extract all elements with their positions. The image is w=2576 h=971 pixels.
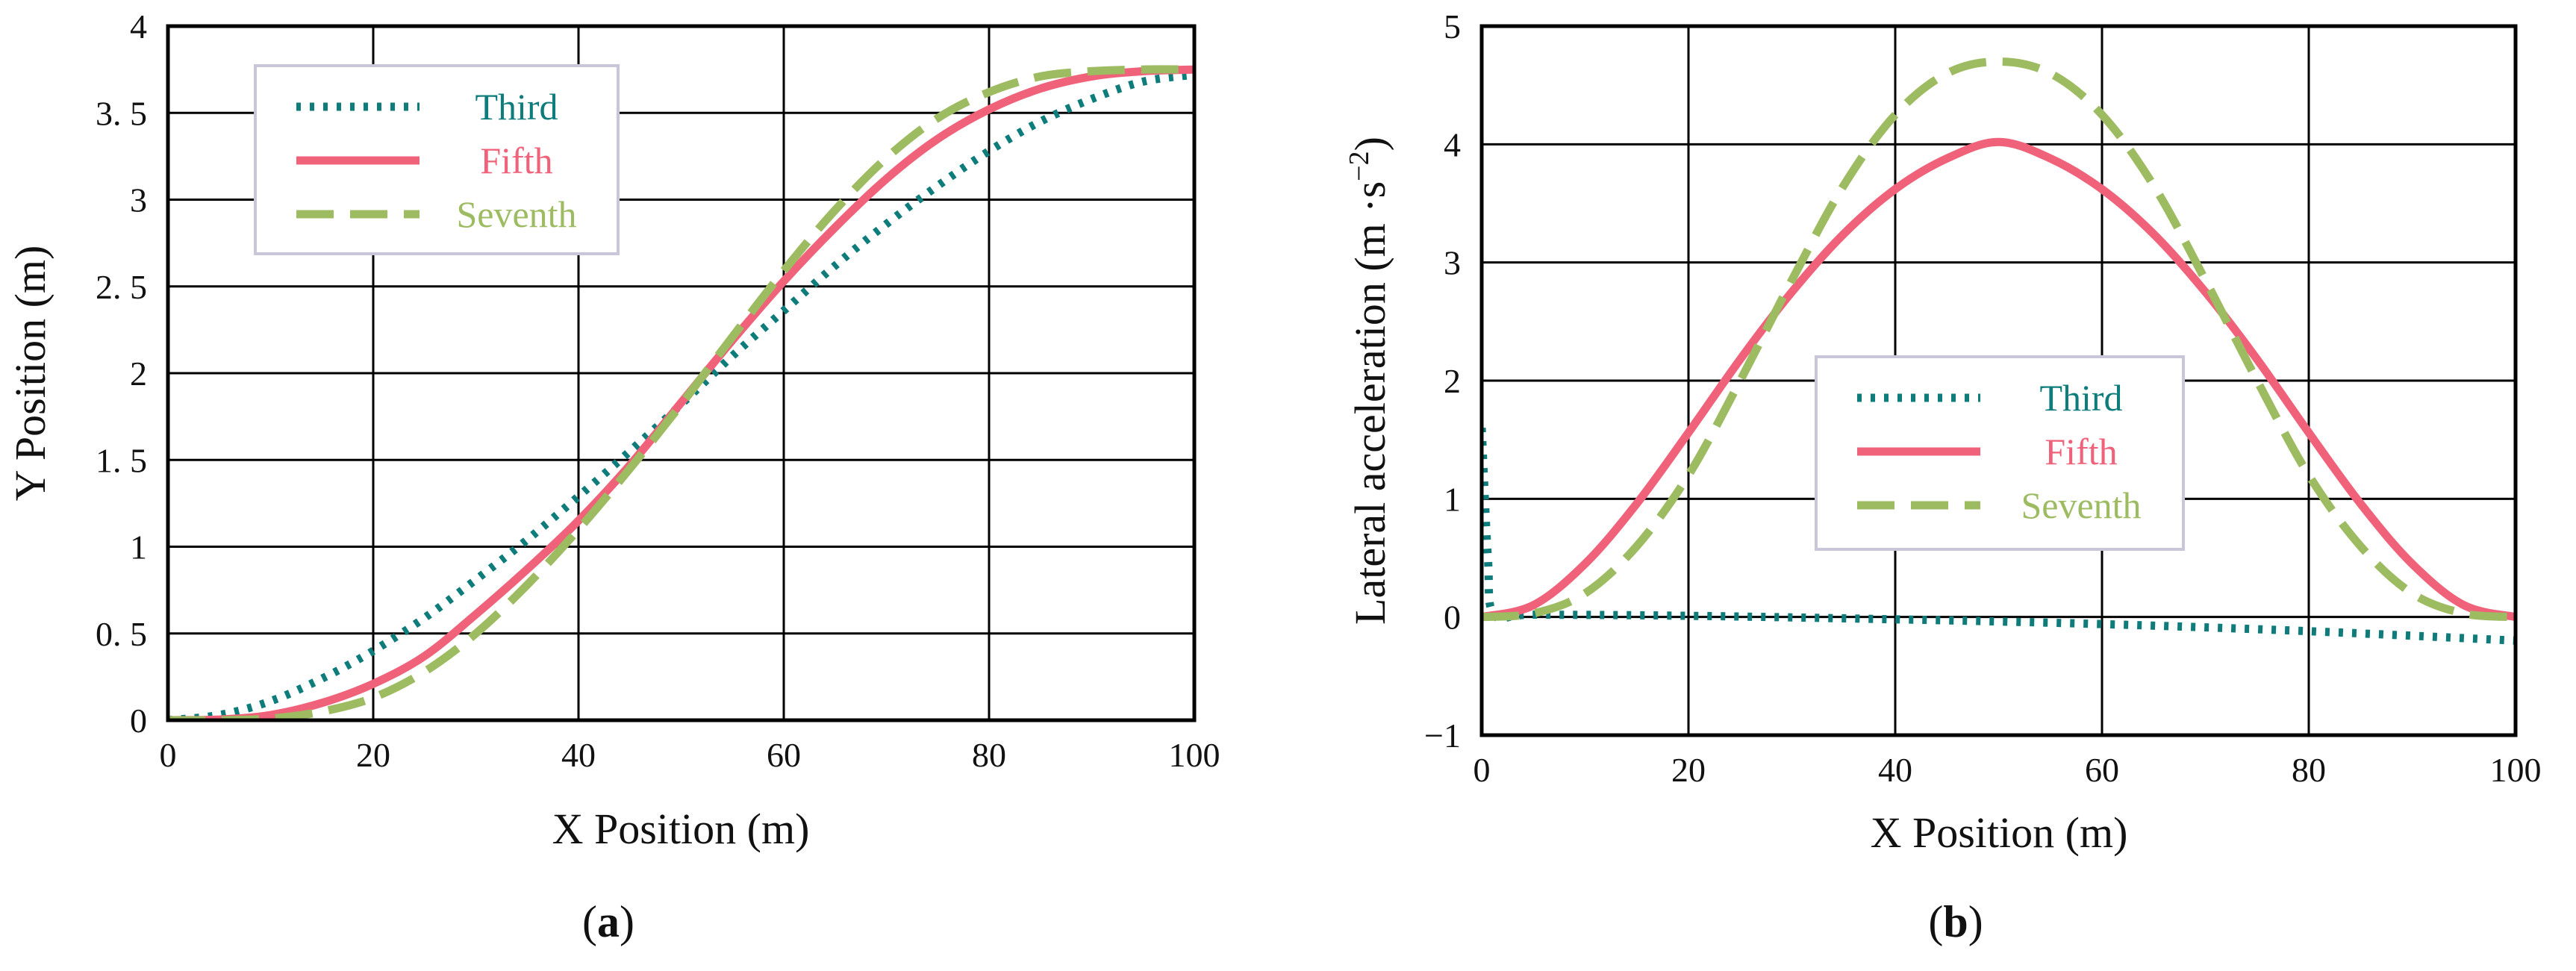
y-tick-label: 2 <box>130 355 147 393</box>
y-tick-label: 0 <box>1444 599 1461 637</box>
legend-label-fifth: Fifth <box>2045 431 2117 472</box>
x-tick-label: 80 <box>972 736 1006 774</box>
series-line-third <box>168 70 1194 720</box>
panel-letter: a <box>597 897 620 946</box>
panel-label: (b) <box>1928 897 1983 946</box>
y-tick-label: −1 <box>1424 716 1461 755</box>
y-tick-label: 0. 5 <box>96 615 147 653</box>
panel-letter: b <box>1943 897 1968 946</box>
y-tick-label: 2 <box>1444 362 1461 400</box>
series-line-seventh <box>1482 57 2516 622</box>
y-axis-title-superscript: −2 <box>1344 151 1375 181</box>
x-tick-label: 100 <box>2490 751 2542 789</box>
y-axis-title-end: ) <box>1346 137 1394 151</box>
y-tick-label: 2. 5 <box>96 268 147 306</box>
x-tick-label: 40 <box>1878 751 1912 789</box>
y-tick-label: 0 <box>130 702 147 740</box>
plot-frame <box>166 24 1197 722</box>
legend: Third Fifth Seventh <box>1815 355 2185 551</box>
x-tick-label: 60 <box>767 736 801 774</box>
legend: Third Fifth Seventh <box>254 64 620 255</box>
y-tick-label: 3 <box>1444 244 1461 282</box>
x-tick-label: 0 <box>1473 751 1491 789</box>
y-tick-label: 5 <box>1444 7 1461 46</box>
x-axis-title: X Position (m) <box>1871 808 2128 857</box>
series-line-fifth <box>168 65 1194 720</box>
y-tick-label: 1. 5 <box>96 441 147 479</box>
x-tick-label: 40 <box>561 736 596 774</box>
legend-label-fifth: Fifth <box>480 140 552 181</box>
y-tick-label: 4 <box>130 7 147 46</box>
chart-panel-a: 0 20 40 60 80 100 0 0. 5 1 1. 5 2 2. 5 3 3. 5 4 X Posit… <box>6 7 1220 946</box>
x-tick-label: 80 <box>2292 751 2326 789</box>
plot-frame <box>1479 24 2518 737</box>
series-group <box>1482 57 2516 645</box>
legend-label-third: Third <box>475 86 558 128</box>
y-tick-label: 3 <box>130 181 147 219</box>
y-axis-title: Y Position (m) <box>6 246 54 502</box>
chart-panel-b: 0 20 40 60 80 100 −1 0 1 2 3 4 5 X Position (m) Latera… <box>1344 7 2542 946</box>
y-tick-label: 1 <box>130 528 147 566</box>
x-axis-title: X Position (m) <box>552 805 810 853</box>
series-line-seventh <box>168 65 1194 720</box>
series-line-fifth <box>1482 137 2516 622</box>
legend-label-seventh: Seventh <box>456 193 576 235</box>
x-tick-label: 100 <box>1169 736 1220 774</box>
series-group <box>168 65 1194 720</box>
legend-label-third: Third <box>2039 377 2122 419</box>
panel-label: (a) <box>582 897 634 946</box>
y-tick-label: 4 <box>1444 125 1461 163</box>
y-tick-label: 1 <box>1444 480 1461 518</box>
legend-label-seventh: Seventh <box>2021 484 2141 526</box>
x-tick-label: 0 <box>160 736 177 774</box>
y-axis-title: Lateral acceleration (m ·s−2) <box>1344 137 1394 625</box>
y-tick-label: 3. 5 <box>96 94 147 132</box>
x-tick-label: 20 <box>1671 751 1706 789</box>
x-tick-label: 60 <box>2085 751 2119 789</box>
series-line-third <box>1482 428 2516 645</box>
x-tick-label: 20 <box>356 736 390 774</box>
